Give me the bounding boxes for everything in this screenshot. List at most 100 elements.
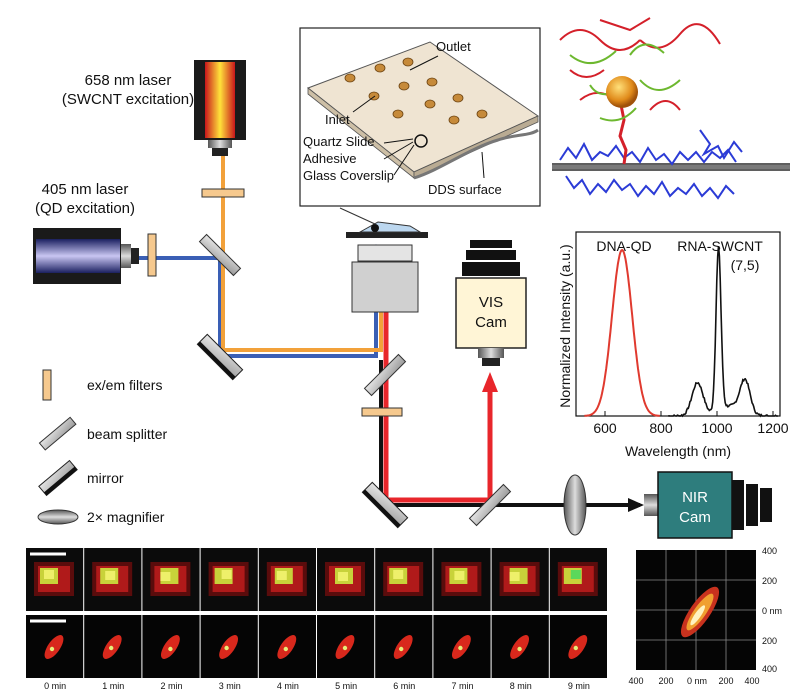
timelapse-spot-center	[517, 646, 522, 652]
vis-camera	[455, 240, 527, 366]
magnifier-lens	[563, 474, 587, 536]
inset-dds-label: DDS surface	[428, 182, 502, 197]
timelapse-spot-center	[458, 645, 463, 651]
beam-splitter-2	[363, 353, 407, 397]
timelapse-time-label: 3 min	[219, 681, 241, 691]
timelapse-spot-top	[92, 562, 133, 596]
loc-ytick-4: 400	[762, 664, 777, 674]
timelapse-time-label: 5 min	[335, 681, 357, 691]
spectrum-axes-box	[575, 231, 781, 417]
spectrum-xticks	[604, 411, 774, 416]
timelapse-time-label: 8 min	[510, 681, 532, 691]
spectrum-xtick-800: 800	[649, 420, 673, 436]
timelapse-spot-center	[399, 646, 404, 652]
timelapse-spot-top	[383, 562, 424, 596]
timelapse-time-label: 2 min	[160, 681, 182, 691]
loc-ytick-1: 200	[762, 576, 777, 586]
timelapse-spot-center	[224, 645, 229, 651]
loc-ytick-2: 0 nm	[762, 606, 782, 616]
blue-laser-label-1: 405 nm laser	[42, 181, 129, 198]
nir-cam-label-1: NIR	[682, 489, 708, 506]
qd-spectrum-curve	[584, 248, 660, 417]
timelapse-spot-top	[325, 562, 365, 596]
localization-cluster	[680, 586, 720, 638]
spectrum-xtick-600: 600	[593, 420, 617, 436]
timelapse-spot-top	[557, 562, 598, 596]
timelapse-spot-bottom	[568, 635, 588, 659]
inset-adhesive-label: Adhesive	[303, 151, 356, 166]
timelapse-spot-center	[573, 645, 578, 651]
excitation-filter-blue	[147, 233, 157, 277]
timelapse-time-label: 1 min	[102, 681, 124, 691]
timelapse-spot-center	[342, 645, 348, 651]
legend-magnifier-label: 2× magnifier	[87, 509, 165, 525]
timelapse-spot-center	[283, 646, 288, 652]
inset-outlet-label: Outlet	[436, 39, 471, 54]
qd-swcnt-molecular-model	[552, 17, 790, 200]
timelapse-spot-top	[34, 562, 74, 596]
red-laser	[194, 60, 246, 156]
timelapse-spot-center	[49, 646, 55, 652]
timelapse-spot-top	[150, 562, 191, 596]
inset-quartz-label: Quartz Slide	[303, 134, 375, 149]
blue-laser-label-2: (QD excitation)	[35, 200, 135, 217]
timelapse-strip: 0 min 1 min 2 min 3 min 4 min 5 min 6 min 7 min…	[26, 548, 607, 691]
vis-cam-label-1: VIS	[479, 294, 503, 311]
spectrum-xtick-1000: 1000	[701, 420, 732, 436]
blue-beam	[139, 244, 382, 358]
blue-laser	[33, 228, 139, 284]
mirror-2	[361, 481, 409, 529]
timelapse-spot-top	[208, 562, 249, 596]
chirality-label: (7,5)	[731, 257, 760, 273]
legend-mirror-label: mirror	[87, 470, 124, 486]
emission-filter	[361, 407, 403, 417]
timelapse-spot-bottom	[44, 635, 64, 659]
beam-splitter-1	[198, 233, 242, 277]
timelapse-spot-top	[266, 562, 307, 596]
beam-splitter-3	[468, 483, 512, 527]
emission-spectrum-chart: 600 800 1000 1200 Wavelength (nm) Normal…	[557, 231, 789, 459]
nir-cam-label-2: Cam	[679, 509, 711, 526]
loc-ytick-3: 200	[762, 636, 777, 646]
swcnt-series-label: RNA-SWCNT	[677, 238, 763, 254]
legend-filter-icon	[42, 369, 52, 401]
legend-magnifier-icon	[37, 509, 79, 525]
excitation-filter-red	[201, 188, 245, 198]
loc-xtick-0: 400	[628, 676, 643, 686]
spectrum-xtick-1200: 1200	[757, 420, 788, 436]
timelapse-spot-center	[168, 646, 173, 652]
qd-series-label: DNA-QD	[596, 238, 651, 254]
red-laser-label-1: 658 nm laser	[85, 72, 172, 89]
vis-cam-label-2: Cam	[475, 314, 507, 331]
timelapse-spot-center	[109, 645, 114, 651]
timelapse-time-label: 9 min	[568, 681, 590, 691]
timelapse-time-label: 4 min	[277, 681, 299, 691]
legend-splitter-label: beam splitter	[87, 426, 167, 442]
loc-ytick-0: 400	[762, 546, 777, 556]
loc-xtick-1: 200	[658, 676, 673, 686]
loc-xtick-2: 0 nm	[687, 676, 707, 686]
inset-inlet-label: Inlet	[325, 112, 350, 127]
flow-cell-inset	[299, 27, 541, 207]
inset-coverslip-label: Glass Coverslip	[303, 168, 394, 183]
legend-filter-label: ex/em filters	[87, 377, 162, 393]
timelapse-spot-bottom	[277, 635, 297, 659]
loc-xtick-4: 400	[744, 676, 759, 686]
timelapse-time-label: 7 min	[451, 681, 473, 691]
localization-plot: 400 200 0 nm 200 400 400 200 0 nm 200 40…	[628, 546, 782, 686]
timelapse-spot-bottom	[393, 635, 413, 659]
timelapse-time-label: 0 min	[44, 681, 66, 691]
legend-splitter-icon	[38, 416, 77, 451]
legend-mirror-icon	[38, 459, 78, 497]
nir-camera	[644, 471, 772, 539]
timelapse-time-label: 6 min	[393, 681, 415, 691]
loc-xtick-3: 200	[718, 676, 733, 686]
timelapse-spot-top	[499, 562, 540, 596]
spectrum-ylabel: Normalized Intensity (a.u.)	[557, 244, 573, 407]
swcnt-spectrum-curve	[668, 246, 778, 418]
timelapse-spot-top	[441, 562, 482, 596]
inset-pointer	[339, 207, 376, 225]
objective	[346, 221, 428, 313]
mirror-1	[196, 333, 244, 381]
